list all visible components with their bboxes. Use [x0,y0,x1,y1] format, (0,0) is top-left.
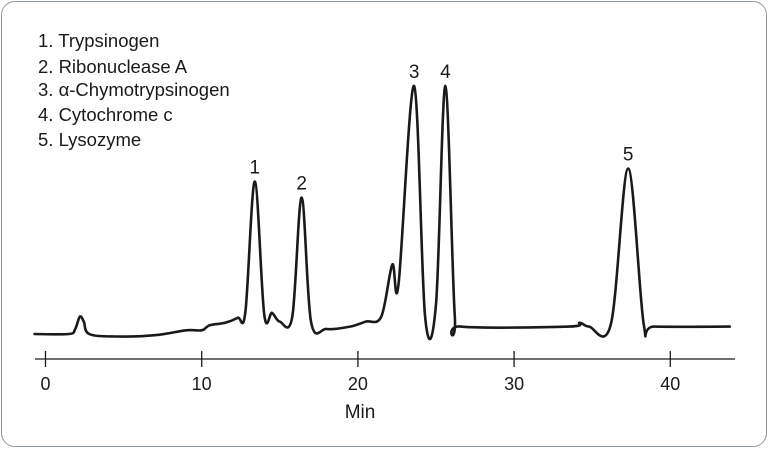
x-tick-label: 10 [192,374,212,394]
x-tick-label: 0 [40,374,50,394]
legend-item: 1. Trypsinogen [38,30,159,51]
peak-label: 5 [623,145,634,166]
peak-labels: 1 2 3 4 5 [250,62,634,195]
x-axis-title: Min [345,402,376,423]
chromatogram-trace [33,84,731,341]
x-tick-label: 40 [660,374,680,394]
peak-label: 3 [409,62,420,83]
peak-label: 1 [250,157,261,178]
peak-label: 4 [440,62,451,83]
trace-layer [33,84,731,341]
legend-item: 3. α-Chymotrypsinogen [38,79,230,100]
x-ticks: 0 10 20 30 40 [40,351,680,394]
legend-item: 2. Ribonuclease A [38,56,188,77]
legend-item: 5. Lysozyme [38,129,141,150]
x-tick-label: 20 [348,374,368,394]
legend: 1. Trypsinogen 2. Ribonuclease A 3. α-Ch… [38,30,230,150]
x-tick-label: 30 [504,374,524,394]
legend-item: 4. Cytochrome c [38,104,173,125]
x-axis: 0 10 20 30 40 Min [35,351,735,423]
peak-label: 2 [296,174,307,195]
